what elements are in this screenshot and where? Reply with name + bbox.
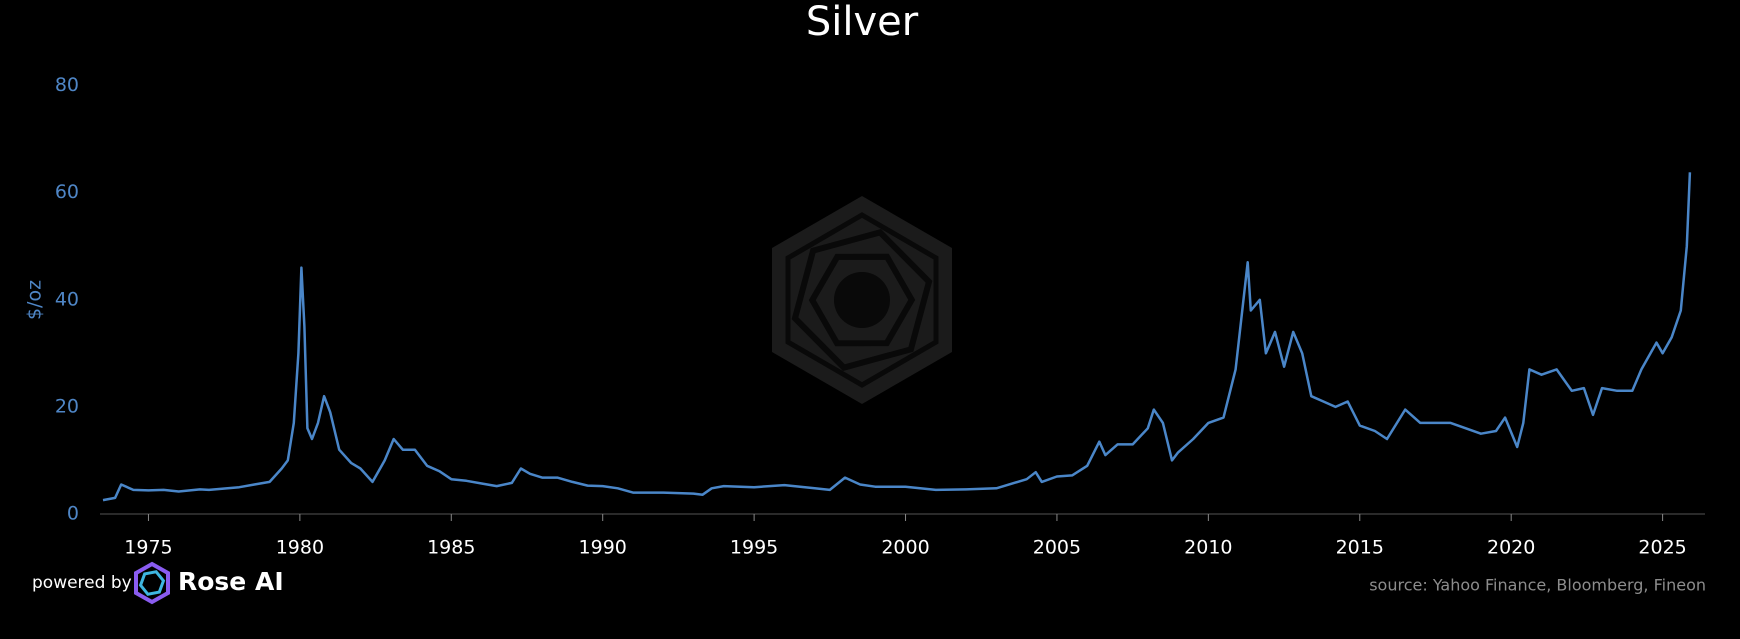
y-tick-label: 20 (55, 395, 79, 417)
source-note: source: Yahoo Finance, Bloomberg, Fineon (1369, 576, 1706, 595)
x-tick-label: 1990 (579, 537, 627, 559)
x-tick-label: 1995 (730, 537, 778, 559)
y-tick-label: 60 (55, 181, 79, 203)
y-tick-label: 40 (55, 288, 79, 310)
x-tick-label: 1980 (276, 537, 324, 559)
brand-logo (134, 561, 170, 605)
line-series (102, 172, 1692, 502)
watermark (772, 196, 952, 404)
x-tick-label: 2005 (1033, 537, 1081, 559)
y-axis-label: $/oz (24, 280, 46, 320)
x-tick-label: 2010 (1184, 537, 1232, 559)
x-tick-label: 1985 (427, 537, 475, 559)
x-tick-label: 1975 (124, 537, 172, 559)
x-tick-label: 2025 (1638, 537, 1686, 559)
x-tick-label: 2015 (1336, 537, 1384, 559)
y-tick-label: 0 (67, 503, 79, 525)
x-tick-label: 2000 (881, 537, 929, 559)
y-tick-label: 80 (55, 74, 79, 96)
chart-title: Silver (806, 0, 919, 45)
brand-name: Rose AI (178, 567, 284, 596)
powered-by: powered by (32, 573, 132, 593)
x-tick-label: 2020 (1487, 537, 1535, 559)
